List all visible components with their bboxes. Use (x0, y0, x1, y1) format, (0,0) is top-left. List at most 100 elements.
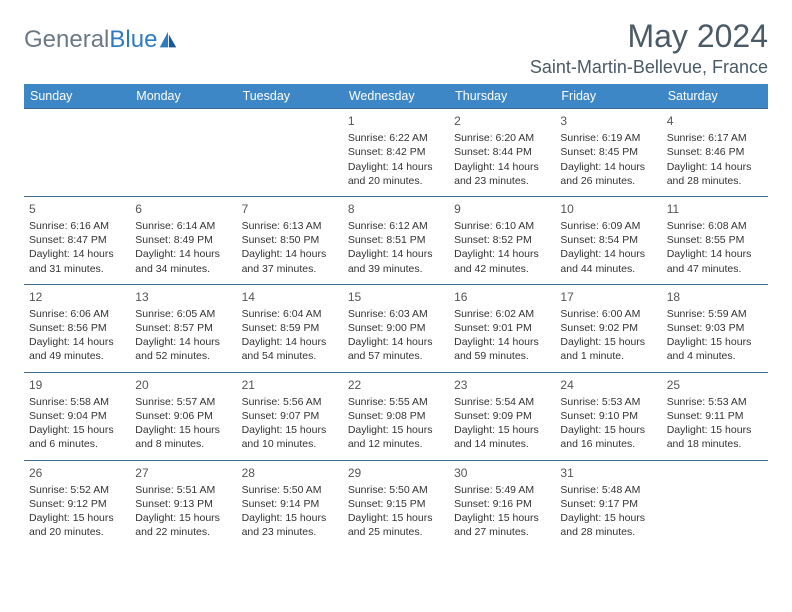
day-number: 2 (454, 113, 550, 129)
calendar-day-cell: 22Sunrise: 5:55 AMSunset: 9:08 PMDayligh… (343, 372, 449, 460)
day-number: 27 (135, 465, 231, 481)
sunrise-text: Sunrise: 5:55 AM (348, 395, 444, 409)
sunset-text: Sunset: 9:01 PM (454, 321, 550, 335)
daylight-text: Daylight: 15 hours and 16 minutes. (560, 423, 656, 451)
sunrise-text: Sunrise: 5:50 AM (348, 483, 444, 497)
day-number: 1 (348, 113, 444, 129)
day-number: 31 (560, 465, 656, 481)
calendar-day-cell: 19Sunrise: 5:58 AMSunset: 9:04 PMDayligh… (24, 372, 130, 460)
sunset-text: Sunset: 9:11 PM (667, 409, 763, 423)
calendar-day-cell: 15Sunrise: 6:03 AMSunset: 9:00 PMDayligh… (343, 284, 449, 372)
calendar-day-cell: 9Sunrise: 6:10 AMSunset: 8:52 PMDaylight… (449, 196, 555, 284)
day-number: 13 (135, 289, 231, 305)
sunset-text: Sunset: 9:12 PM (29, 497, 125, 511)
daylight-text: Daylight: 15 hours and 27 minutes. (454, 511, 550, 539)
sunrise-text: Sunrise: 5:52 AM (29, 483, 125, 497)
sunrise-text: Sunrise: 6:20 AM (454, 131, 550, 145)
day-number: 24 (560, 377, 656, 393)
brand-name-blue: Blue (109, 26, 157, 53)
calendar-day-cell: 17Sunrise: 6:00 AMSunset: 9:02 PMDayligh… (555, 284, 661, 372)
sunset-text: Sunset: 9:17 PM (560, 497, 656, 511)
sunrise-text: Sunrise: 5:48 AM (560, 483, 656, 497)
day-number: 14 (242, 289, 338, 305)
daylight-text: Daylight: 14 hours and 59 minutes. (454, 335, 550, 363)
calendar-day-cell: 31Sunrise: 5:48 AMSunset: 9:17 PMDayligh… (555, 460, 661, 547)
location-subtitle: Saint-Martin-Bellevue, France (530, 57, 768, 78)
calendar-day-cell: 2Sunrise: 6:20 AMSunset: 8:44 PMDaylight… (449, 109, 555, 197)
day-number: 19 (29, 377, 125, 393)
calendar-day-cell: 6Sunrise: 6:14 AMSunset: 8:49 PMDaylight… (130, 196, 236, 284)
calendar-day-cell: 3Sunrise: 6:19 AMSunset: 8:45 PMDaylight… (555, 109, 661, 197)
brand-logo: GeneralBlue (24, 26, 179, 54)
sunset-text: Sunset: 9:14 PM (242, 497, 338, 511)
brand-name: GeneralBlue (24, 26, 157, 54)
sunset-text: Sunset: 8:52 PM (454, 233, 550, 247)
day-number: 10 (560, 201, 656, 217)
page-header: GeneralBlue May 2024 Saint-Martin-Bellev… (24, 18, 768, 78)
calendar-day-cell: 7Sunrise: 6:13 AMSunset: 8:50 PMDaylight… (237, 196, 343, 284)
sunrise-text: Sunrise: 5:50 AM (242, 483, 338, 497)
sunrise-text: Sunrise: 6:13 AM (242, 219, 338, 233)
calendar-day-cell: 5Sunrise: 6:16 AMSunset: 8:47 PMDaylight… (24, 196, 130, 284)
sunrise-text: Sunrise: 6:00 AM (560, 307, 656, 321)
month-title: May 2024 (530, 18, 768, 55)
sunrise-text: Sunrise: 6:09 AM (560, 219, 656, 233)
calendar-day-cell: 27Sunrise: 5:51 AMSunset: 9:13 PMDayligh… (130, 460, 236, 547)
calendar-day-cell: 18Sunrise: 5:59 AMSunset: 9:03 PMDayligh… (662, 284, 768, 372)
calendar-table: SundayMondayTuesdayWednesdayThursdayFrid… (24, 84, 768, 547)
daylight-text: Daylight: 14 hours and 54 minutes. (242, 335, 338, 363)
calendar-week-row: 5Sunrise: 6:16 AMSunset: 8:47 PMDaylight… (24, 196, 768, 284)
calendar-day-cell: 16Sunrise: 6:02 AMSunset: 9:01 PMDayligh… (449, 284, 555, 372)
weekday-header: Thursday (449, 84, 555, 109)
weekday-header: Friday (555, 84, 661, 109)
day-number: 11 (667, 201, 763, 217)
daylight-text: Daylight: 15 hours and 10 minutes. (242, 423, 338, 451)
sunset-text: Sunset: 9:02 PM (560, 321, 656, 335)
calendar-day-cell: 30Sunrise: 5:49 AMSunset: 9:16 PMDayligh… (449, 460, 555, 547)
calendar-day-cell: 29Sunrise: 5:50 AMSunset: 9:15 PMDayligh… (343, 460, 449, 547)
daylight-text: Daylight: 14 hours and 20 minutes. (348, 160, 444, 188)
sunset-text: Sunset: 9:03 PM (667, 321, 763, 335)
sunset-text: Sunset: 8:42 PM (348, 145, 444, 159)
day-number: 4 (667, 113, 763, 129)
calendar-day-cell: 23Sunrise: 5:54 AMSunset: 9:09 PMDayligh… (449, 372, 555, 460)
weekday-header: Saturday (662, 84, 768, 109)
sunset-text: Sunset: 9:13 PM (135, 497, 231, 511)
brand-name-gray: General (24, 26, 109, 53)
daylight-text: Daylight: 14 hours and 31 minutes. (29, 247, 125, 275)
calendar-empty-cell (24, 109, 130, 197)
day-number: 20 (135, 377, 231, 393)
day-number: 3 (560, 113, 656, 129)
day-number: 9 (454, 201, 550, 217)
sunset-text: Sunset: 8:57 PM (135, 321, 231, 335)
sunset-text: Sunset: 8:44 PM (454, 145, 550, 159)
calendar-day-cell: 14Sunrise: 6:04 AMSunset: 8:59 PMDayligh… (237, 284, 343, 372)
sunset-text: Sunset: 8:49 PM (135, 233, 231, 247)
sunrise-text: Sunrise: 5:53 AM (560, 395, 656, 409)
sunset-text: Sunset: 8:59 PM (242, 321, 338, 335)
daylight-text: Daylight: 15 hours and 12 minutes. (348, 423, 444, 451)
calendar-week-row: 19Sunrise: 5:58 AMSunset: 9:04 PMDayligh… (24, 372, 768, 460)
sunset-text: Sunset: 9:06 PM (135, 409, 231, 423)
daylight-text: Daylight: 14 hours and 42 minutes. (454, 247, 550, 275)
sunrise-text: Sunrise: 5:59 AM (667, 307, 763, 321)
daylight-text: Daylight: 14 hours and 39 minutes. (348, 247, 444, 275)
sunset-text: Sunset: 8:51 PM (348, 233, 444, 247)
daylight-text: Daylight: 14 hours and 47 minutes. (667, 247, 763, 275)
day-number: 30 (454, 465, 550, 481)
daylight-text: Daylight: 14 hours and 57 minutes. (348, 335, 444, 363)
calendar-empty-cell (237, 109, 343, 197)
daylight-text: Daylight: 14 hours and 34 minutes. (135, 247, 231, 275)
day-number: 21 (242, 377, 338, 393)
sunrise-text: Sunrise: 6:02 AM (454, 307, 550, 321)
day-number: 5 (29, 201, 125, 217)
daylight-text: Daylight: 15 hours and 25 minutes. (348, 511, 444, 539)
sunset-text: Sunset: 8:50 PM (242, 233, 338, 247)
weekday-header: Wednesday (343, 84, 449, 109)
sunset-text: Sunset: 9:08 PM (348, 409, 444, 423)
sunset-text: Sunset: 8:46 PM (667, 145, 763, 159)
sunset-text: Sunset: 8:54 PM (560, 233, 656, 247)
sunrise-text: Sunrise: 5:56 AM (242, 395, 338, 409)
sunset-text: Sunset: 9:00 PM (348, 321, 444, 335)
sunrise-text: Sunrise: 6:05 AM (135, 307, 231, 321)
